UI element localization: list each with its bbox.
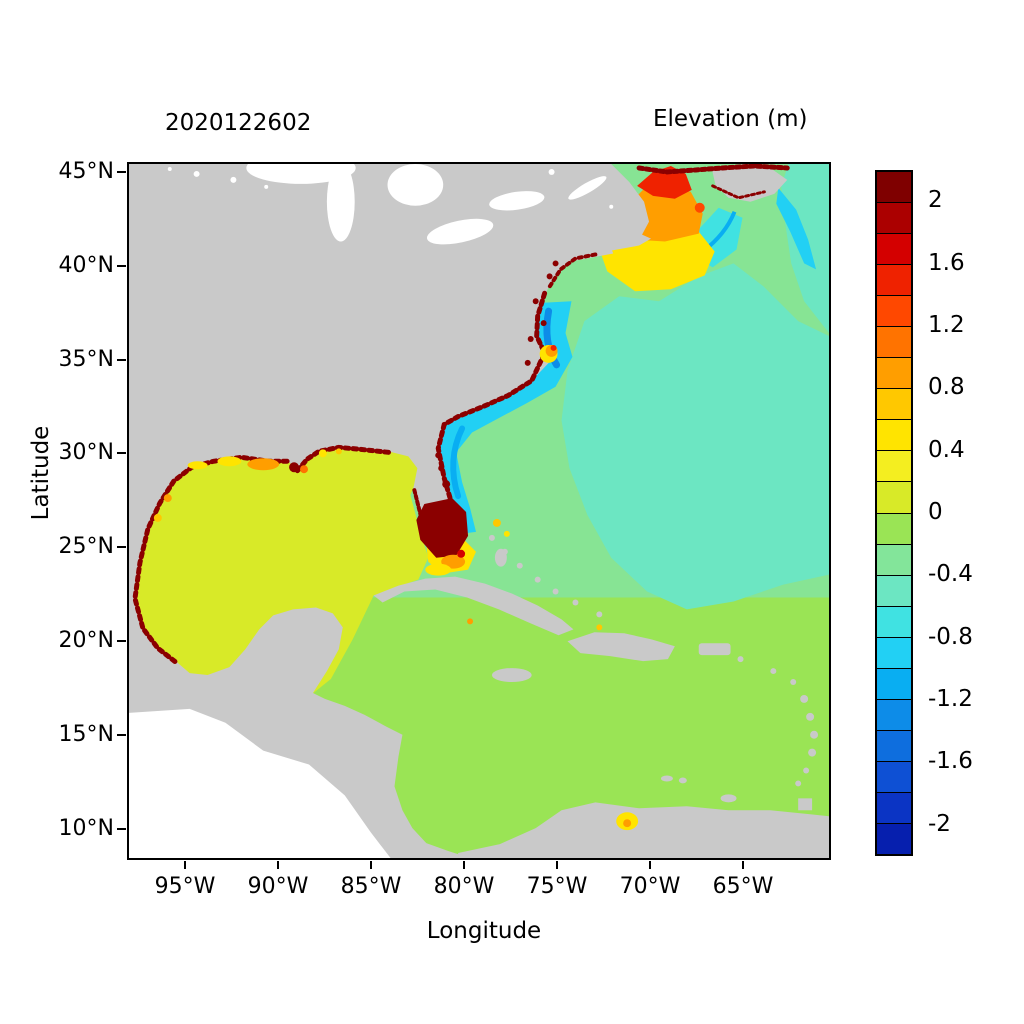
y-tick-mark [117,171,126,173]
y-tick-mark [117,828,126,830]
colorbar-labels: 2 1.6 1.2 0.8 0.4 0 -0.4 -0.8 -1.2 -1.6 -2 [928,0,1008,1024]
x-tick-label: 65°W [703,874,783,899]
y-tick-mark [117,452,126,454]
y-tick-label: 15°N [42,722,114,747]
colorbar-segment [877,824,911,854]
colorbar-segment [877,420,911,451]
colorbar-segment [877,451,911,482]
colorbar-segment [877,669,911,700]
colorbar-segment [877,700,911,731]
y-tick-label: 35°N [42,347,114,372]
colorbar-tick-label: 0.8 [928,374,965,400]
water-gulf-of-maine-redorange-dot [695,203,705,213]
colorbar-segment [877,793,911,824]
x-tick-mark [556,861,558,869]
y-tick-mark [117,734,126,736]
x-tick-mark [742,861,744,869]
colorbar-segment [877,296,911,327]
y-tick-mark [117,640,126,642]
land-jamaica [492,668,532,682]
colorbar-segment [877,358,911,389]
colorbar-tick-label: 1.6 [928,250,965,276]
x-tick-label: 90°W [238,874,318,899]
x-tick-label: 85°W [331,874,411,899]
x-tick-mark [463,861,465,869]
colorbar-swatches [875,170,913,856]
colorbar-tick-label: 2 [928,187,943,213]
plot-title-datestamp: 2020122602 [165,110,311,136]
colorbar-segment [877,607,911,638]
figure-canvas: 2020122602 Elevation (m) [0,0,1024,1024]
colorbar-segment [877,731,911,762]
colorbar-segment [877,638,911,669]
y-axis-label: Latitude [28,378,54,568]
colorbar-segment [877,514,911,545]
colorbar-tick-label: -1.6 [928,748,973,774]
y-tick-label: 20°N [42,628,114,653]
colorbar-segment [877,482,911,513]
x-tick-label: 80°W [424,874,504,899]
colorbar-tick-label: -2 [928,811,951,837]
colorbar-tick-label: -0.8 [928,624,973,650]
colorbar-segment [877,389,911,420]
colorbar-tick-label: 0.4 [928,437,965,463]
x-tick-mark [184,861,186,869]
x-axis-label: Longitude [394,918,574,944]
colorbar-segment [877,203,911,234]
x-tick-mark [370,861,372,869]
colorbar-segment [877,327,911,358]
hatteras-warm-spot [540,345,558,363]
y-tick-label: 45°N [42,159,114,184]
x-tick-mark [277,861,279,869]
y-tick-label: 10°N [42,816,114,841]
colorbar-segment [877,234,911,265]
colorbar-tick-label: 0 [928,499,943,525]
colorbar-title: Elevation (m) [653,106,808,132]
y-tick-label: 40°N [42,253,114,278]
land-puerto-rico [699,643,731,655]
colorbar-tick-label: -1.2 [928,686,973,712]
colorbar-segment [877,265,911,296]
x-tick-label: 70°W [610,874,690,899]
colorbar-tick-label: 1.2 [928,312,965,338]
colorbar-segment [877,576,911,607]
colorbar-segment [877,762,911,793]
x-tick-label: 75°W [517,874,597,899]
x-tick-label: 95°W [145,874,225,899]
y-tick-mark [117,265,126,267]
elevation-map [129,164,829,858]
colorbar-tick-label: -0.4 [928,561,973,587]
map-plot-area [127,162,831,860]
x-tick-mark [649,861,651,869]
maracaibo-warm-spot [616,812,638,830]
y-tick-mark [117,359,126,361]
colorbar-segment [877,172,911,203]
colorbar-segment [877,545,911,576]
y-tick-mark [117,546,126,548]
